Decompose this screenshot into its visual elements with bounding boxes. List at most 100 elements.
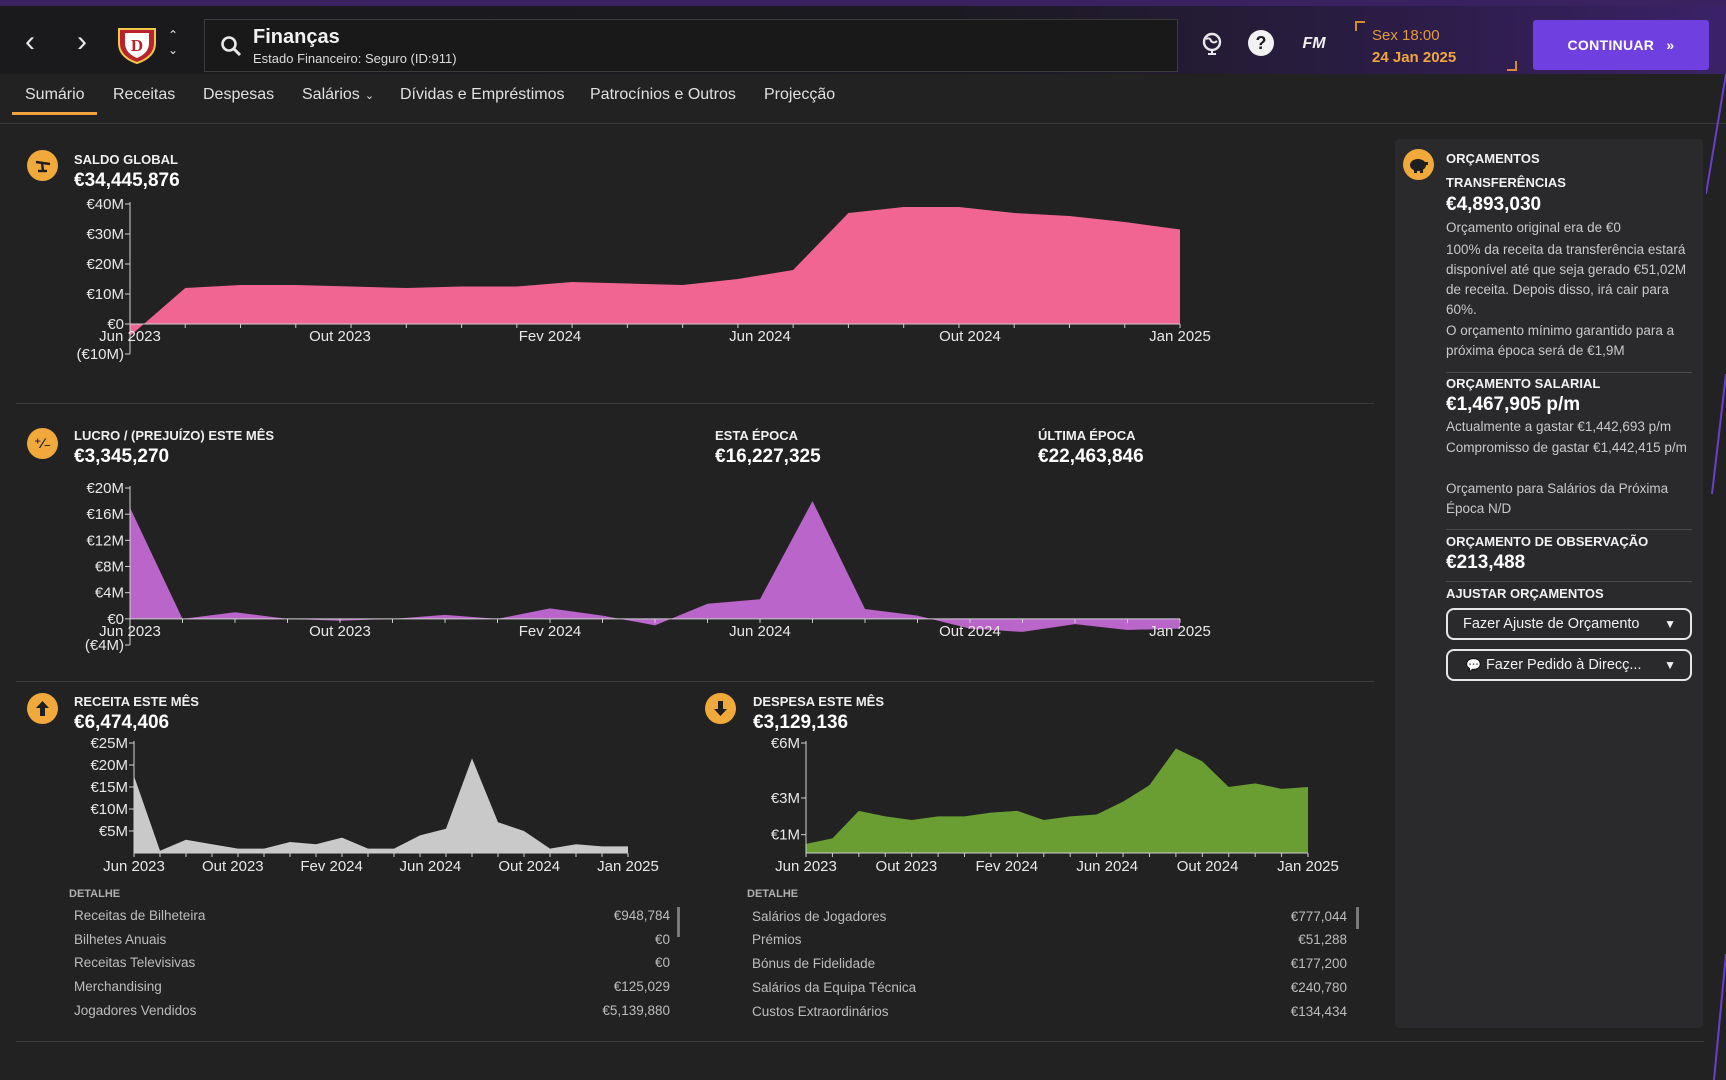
- list-item: Bónus de Fidelidade: [752, 956, 876, 971]
- globe-icon[interactable]: [1198, 30, 1226, 58]
- x-tick-label: Out 2024: [939, 623, 1001, 640]
- club-crest-icon[interactable]: D: [115, 23, 159, 65]
- y-tick-label: €40M: [86, 196, 124, 213]
- y-tick-label: €16M: [86, 506, 124, 523]
- back-arrow-icon[interactable]: ‹: [25, 25, 35, 58]
- continue-button[interactable]: CONTINUAR »: [1533, 20, 1709, 70]
- receita-scrollbar[interactable]: [677, 907, 680, 937]
- list-item: Custos Extraordinários: [752, 1004, 889, 1019]
- receita-value: €6,474,406: [74, 712, 170, 733]
- x-tick-label: Jun 2023: [775, 858, 837, 875]
- adjust-budget-button[interactable]: Fazer Ajuste de Orçamento ▼: [1446, 608, 1692, 640]
- list-item-value: €51,288: [1298, 932, 1347, 947]
- x-tick-label: Jun 2024: [1076, 858, 1138, 875]
- x-tick-label: Out 2024: [498, 858, 560, 875]
- x-tick-label: Out 2024: [1177, 858, 1239, 875]
- game-date: Sex 18:00 24 Jan 2025: [1355, 21, 1517, 71]
- x-tick-label: Jun 2023: [99, 328, 161, 345]
- list-item: Salários de Jogadores: [752, 909, 887, 924]
- game-date-value: 24 Jan 2025: [1372, 49, 1457, 66]
- tab-salarios[interactable]: Salários ⌄: [302, 86, 375, 103]
- list-item-value: €0: [654, 955, 670, 970]
- receita-chart: €25M €20M €15M €10M €5M Jun 2023 Out 2023 Fev 2…: [90, 735, 659, 875]
- x-tick-label: Jun 2023: [103, 858, 165, 875]
- list-item: Salários da Equipa Técnica: [752, 980, 917, 995]
- saldo-chart: €40M €30M €20M €10M €0 (€10M)Jun 2023 Out 2023…: [76, 196, 1210, 363]
- transfers-label: TRANSFERÊNCIAS: [1446, 175, 1566, 190]
- x-tick-label: Out 2023: [309, 328, 371, 345]
- tab-projeccao[interactable]: Projecção: [764, 86, 836, 103]
- ultima-epoca-label: ÚLTIMA ÉPOCA: [1038, 428, 1136, 443]
- wage-budget-value: €1,467,905 p/m: [1446, 394, 1581, 415]
- y-tick-label: €8M: [95, 559, 124, 576]
- board-request-button[interactable]: 💬 Fazer Pedido à Direcç... ▼: [1446, 649, 1692, 681]
- list-item-value: €0: [654, 932, 670, 947]
- list-item-value: €177,200: [1290, 956, 1347, 971]
- search-box[interactable]: Finanças Estado Financeiro: Seguro (ID:9…: [204, 19, 1178, 72]
- y-tick-label: €25M: [90, 735, 128, 752]
- x-tick-label: Jun 2023: [99, 623, 161, 640]
- despesa-chart: €6M €3M €1M Jun 2023 Out 2023 Fev 2024 Jun 202…: [771, 735, 1339, 875]
- list-item-value: €240,780: [1290, 980, 1347, 995]
- esta-epoca-value: €16,227,325: [715, 446, 821, 467]
- x-tick-label: Jan 2025: [1277, 858, 1339, 875]
- divider: [16, 681, 1374, 682]
- y-tick-label: €6M: [771, 735, 800, 752]
- divider: [16, 403, 1374, 404]
- club-switch-icon[interactable]: ⌃ ⌄: [167, 28, 179, 57]
- transfers-note: 100% da receita da transferência estará …: [1446, 242, 1687, 317]
- saldo-area-series: [130, 207, 1180, 336]
- y-tick-label: (€4M): [85, 637, 124, 654]
- y-tick-label: €20M: [90, 757, 128, 774]
- y-tick-label: €10M: [86, 286, 124, 303]
- x-tick-label: Jun 2024: [400, 858, 462, 875]
- tab-bar: Sumário Receitas Despesas Salários ⌄ Dívi…: [0, 74, 1726, 124]
- budgets-panel: ORÇAMENTOS TRANSFERÊNCIAS €4,893,030 Orç…: [1395, 139, 1703, 1028]
- divider: [1446, 581, 1692, 582]
- tab-sumario[interactable]: Sumário: [25, 86, 85, 103]
- tab-patrocinios[interactable]: Patrocínios e Outros: [590, 86, 736, 103]
- receita-area-series: [134, 758, 628, 853]
- forward-arrow-icon[interactable]: ›: [77, 25, 87, 58]
- x-tick-label: Jan 2025: [597, 858, 659, 875]
- tab-dividas[interactable]: Dívidas e Empréstimos: [400, 86, 565, 103]
- tab-despesas[interactable]: Despesas: [203, 86, 275, 103]
- svg-text:D: D: [131, 36, 143, 55]
- y-tick-label: €12M: [86, 532, 124, 549]
- despesa-value: €3,129,136: [753, 712, 849, 733]
- fm-menu-button[interactable]: FM: [1302, 35, 1326, 52]
- game-time: Sex 18:00: [1372, 27, 1440, 44]
- despesa-scrollbar[interactable]: [1356, 907, 1359, 929]
- help-icon[interactable]: ?: [1248, 30, 1274, 56]
- x-tick-label: Fev 2024: [519, 623, 582, 640]
- despesa-area-series: [806, 748, 1308, 853]
- x-tick-label: Jun 2024: [729, 623, 791, 640]
- adjust-label: AJUSTAR ORÇAMENTOS: [1446, 586, 1604, 601]
- budgets-title: ORÇAMENTOS: [1446, 151, 1540, 166]
- double-chevron-icon: »: [1666, 37, 1675, 53]
- receita-detail-header: DETALHE: [69, 888, 121, 900]
- despesa-label: DESPESA ESTE MÊS: [753, 694, 884, 709]
- list-item-value: €948,784: [613, 908, 670, 923]
- wage-budget-label: ORÇAMENTO SALARIAL: [1446, 376, 1601, 391]
- page-title: Finanças: [253, 26, 340, 48]
- chevron-down-icon: ▼: [1664, 658, 1676, 672]
- saldo-label: SALDO GLOBAL: [74, 152, 178, 167]
- y-tick-label: €0: [107, 611, 124, 628]
- active-tab-indicator: [12, 112, 97, 115]
- tab-receitas[interactable]: Receitas: [113, 86, 176, 103]
- speech-bubble-icon: 💬: [1466, 658, 1481, 672]
- x-tick-label: Out 2023: [202, 858, 264, 875]
- arrow-down-icon: [705, 693, 736, 724]
- despesa-detail-header: DETALHE: [747, 888, 799, 900]
- list-item-value: €134,434: [1290, 1004, 1347, 1019]
- transfers-original: Orçamento original era de €0: [1446, 220, 1621, 235]
- list-item: Receitas Televisivas: [74, 955, 196, 970]
- x-tick-label: Out 2024: [939, 328, 1001, 345]
- list-item-value: €777,044: [1290, 909, 1347, 924]
- x-tick-label: Out 2023: [309, 623, 371, 640]
- lucro-chart: €20M €16M €12M €8M €4M €0 (€4M)Jun 2023 Out 202…: [85, 480, 1211, 654]
- x-tick-label: Fev 2024: [976, 858, 1039, 875]
- divider: [16, 1041, 1704, 1042]
